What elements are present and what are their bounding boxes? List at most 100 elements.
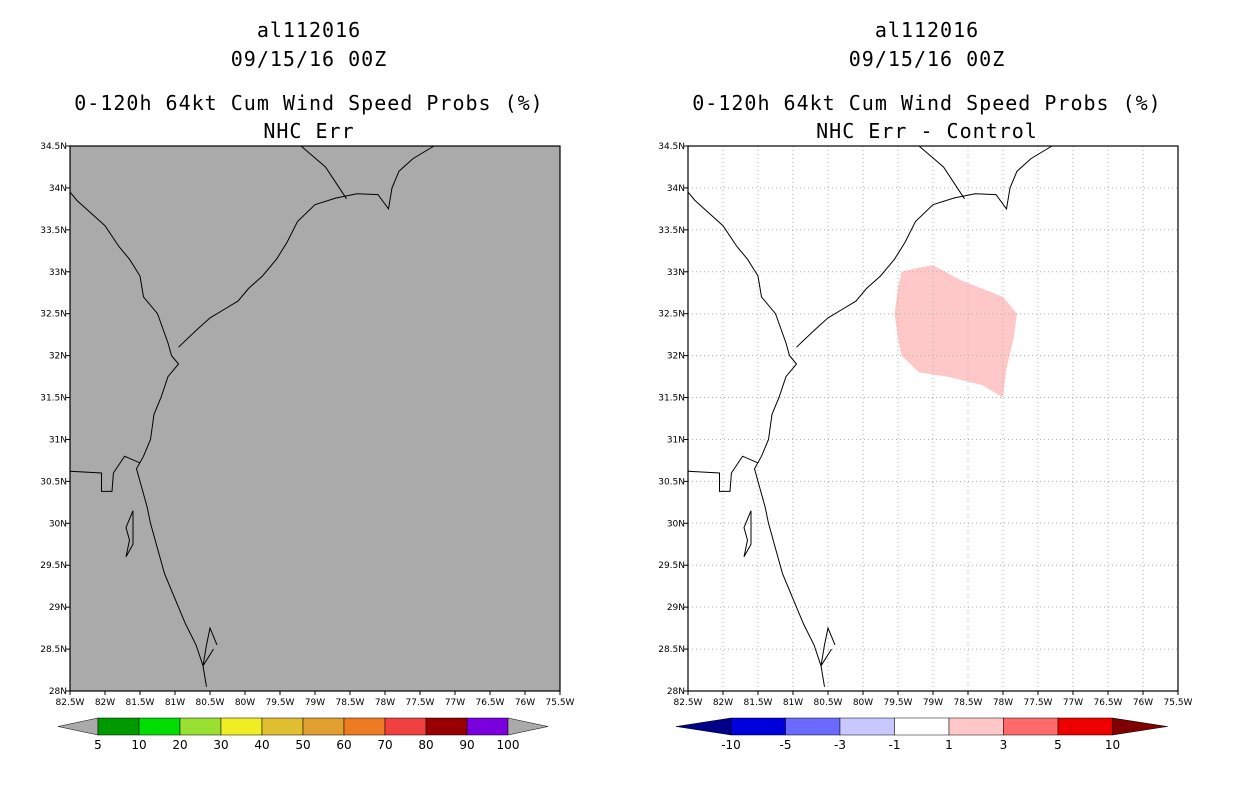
colorbar-box bbox=[384, 717, 427, 736]
colorbar-box bbox=[730, 717, 786, 736]
y-tick-label: 32N bbox=[667, 352, 685, 362]
colorbar-box bbox=[894, 717, 950, 736]
coastline-group bbox=[69, 145, 435, 687]
colorbar-box bbox=[343, 717, 386, 736]
colorbar-label: 30 bbox=[213, 738, 228, 752]
colorbar-under-arrow bbox=[57, 717, 99, 736]
storm-id: al112016 bbox=[874, 18, 980, 42]
y-tick-label: 31.5N bbox=[658, 394, 685, 404]
x-tick-label: 81W bbox=[165, 698, 185, 708]
colorbar-box bbox=[425, 717, 468, 736]
colorbar-label: 20 bbox=[172, 738, 187, 752]
probability-field bbox=[70, 146, 560, 691]
state-border-fl-ga bbox=[69, 455, 141, 492]
colorbar-label: 5 bbox=[94, 738, 102, 752]
y-tick-label: 32.5N bbox=[40, 310, 67, 320]
x-tick-label: 80.5W bbox=[814, 698, 843, 708]
y-tick-label: 33.5N bbox=[40, 226, 67, 236]
map-plot-right: 82.5W 82W 81.5W 81W 80.5W 80W 79.5W 79W 78.5W 78W… bbox=[658, 142, 1193, 752]
x-tick-label: 82W bbox=[713, 698, 733, 708]
y-tick-label: 31N bbox=[667, 435, 685, 445]
x-tick-label: 75.5W bbox=[1164, 698, 1193, 708]
colorbar-label: 70 bbox=[377, 738, 392, 752]
datetime: 09/15/16 00Z bbox=[848, 47, 1006, 71]
x-tick-label: 76W bbox=[1133, 698, 1153, 708]
colorbar-label: -1 bbox=[889, 738, 901, 752]
x-tick-label: 78W bbox=[375, 698, 395, 708]
colorbar-label: -5 bbox=[780, 738, 792, 752]
x-tick-label: 77.5W bbox=[406, 698, 435, 708]
y-tick-label: 29.5N bbox=[40, 561, 67, 571]
colorbar-box bbox=[261, 717, 304, 736]
y-tick-label: 33N bbox=[667, 268, 685, 278]
x-tick-label: 78W bbox=[993, 698, 1013, 708]
colorbar-label: 100 bbox=[497, 738, 520, 752]
y-tick-label: 34.5N bbox=[40, 142, 67, 152]
x-tick-label: 77W bbox=[1063, 698, 1083, 708]
colorbar-box bbox=[1003, 717, 1059, 736]
colorbar-box bbox=[97, 717, 140, 736]
y-tick-label: 31.5N bbox=[40, 394, 67, 404]
map-plot-left: below 582.5W82W81.5W81W80.5W80W79.5W79W7… bbox=[40, 142, 574, 752]
x-tick-label: 77.5W bbox=[1024, 698, 1053, 708]
x-tick-label: 79.5W bbox=[884, 698, 913, 708]
x-tick-label: 79W bbox=[923, 698, 943, 708]
colorbar-over-arrow bbox=[507, 717, 549, 736]
colorbar-box bbox=[138, 717, 181, 736]
x-tick-label: 81.5W bbox=[126, 698, 155, 708]
y-tick-label: 33N bbox=[49, 268, 67, 278]
colorbar-box bbox=[302, 717, 345, 736]
x-tick-label: 79.5W bbox=[266, 698, 295, 708]
x-tick-label: 80W bbox=[235, 698, 255, 708]
x-tick-label: 82W bbox=[95, 698, 115, 708]
chart-subtitle: NHC Err - Control bbox=[816, 119, 1038, 143]
coastline-carolina bbox=[796, 145, 1053, 348]
y-tick-label: 31N bbox=[49, 435, 67, 445]
x-tick-label: 76W bbox=[515, 698, 535, 708]
cape-canaveral bbox=[820, 626, 836, 667]
colorbar-under-arrow bbox=[675, 717, 732, 736]
river bbox=[743, 510, 752, 558]
chart-title: 0-120h 64kt Cum Wind Speed Probs (%) bbox=[692, 91, 1162, 115]
difference-region bbox=[894, 265, 1017, 398]
state-border bbox=[918, 145, 965, 200]
colorbar-label: 50 bbox=[295, 738, 310, 752]
y-tick-label: 32.5N bbox=[658, 310, 685, 320]
y-tick-label: 29N bbox=[667, 603, 685, 613]
y-tick-label: 34N bbox=[667, 184, 685, 194]
chart-subtitle: NHC Err bbox=[263, 119, 355, 143]
storm-id: al112016 bbox=[256, 18, 362, 42]
colorbar-label: -3 bbox=[834, 738, 846, 752]
colorbar-box bbox=[785, 717, 841, 736]
y-tick-label: 28.5N bbox=[40, 645, 67, 655]
y-tick-label: 32N bbox=[49, 352, 67, 362]
x-tick-label: 82.5W bbox=[674, 698, 703, 708]
panel-nhc-err-minus-control: al112016 09/15/16 00Z 0-120h 64kt Cum Wi… bbox=[618, 0, 1236, 800]
colorbar-box bbox=[466, 717, 509, 736]
y-tick-label: 30.5N bbox=[658, 477, 685, 487]
coastline bbox=[687, 191, 825, 687]
coastline bbox=[69, 191, 207, 687]
colorbar-box bbox=[948, 717, 1004, 736]
chart-title: 0-120h 64kt Cum Wind Speed Probs (%) bbox=[74, 91, 544, 115]
x-tick-label: 80W bbox=[853, 698, 873, 708]
gridlines bbox=[688, 146, 1178, 691]
colorbar: 5 10 20 30 40 50 60 70 80 90 100 bbox=[57, 717, 549, 752]
colorbar-label: 40 bbox=[254, 738, 269, 752]
colorbar-box bbox=[839, 717, 895, 736]
x-tick-label: 80.5W bbox=[196, 698, 225, 708]
y-tick-label: 30N bbox=[667, 519, 685, 529]
y-tick-label: 30.5N bbox=[40, 477, 67, 487]
x-tick-label: 82.5W bbox=[56, 698, 85, 708]
colorbar-over-arrow bbox=[1112, 717, 1168, 736]
coastline-carolina bbox=[178, 145, 435, 348]
colorbar-label: 10 bbox=[1105, 738, 1120, 752]
y-tick-label: 34N bbox=[49, 184, 67, 194]
y-tick-label: 29.5N bbox=[658, 561, 685, 571]
x-tick-label: 79W bbox=[305, 698, 325, 708]
y-tick-label: 30N bbox=[49, 519, 67, 529]
colorbar-label: 5 bbox=[1054, 738, 1062, 752]
colorbar-label: -10 bbox=[721, 738, 741, 752]
colorbar-box bbox=[1057, 717, 1113, 736]
state-border bbox=[300, 145, 347, 200]
